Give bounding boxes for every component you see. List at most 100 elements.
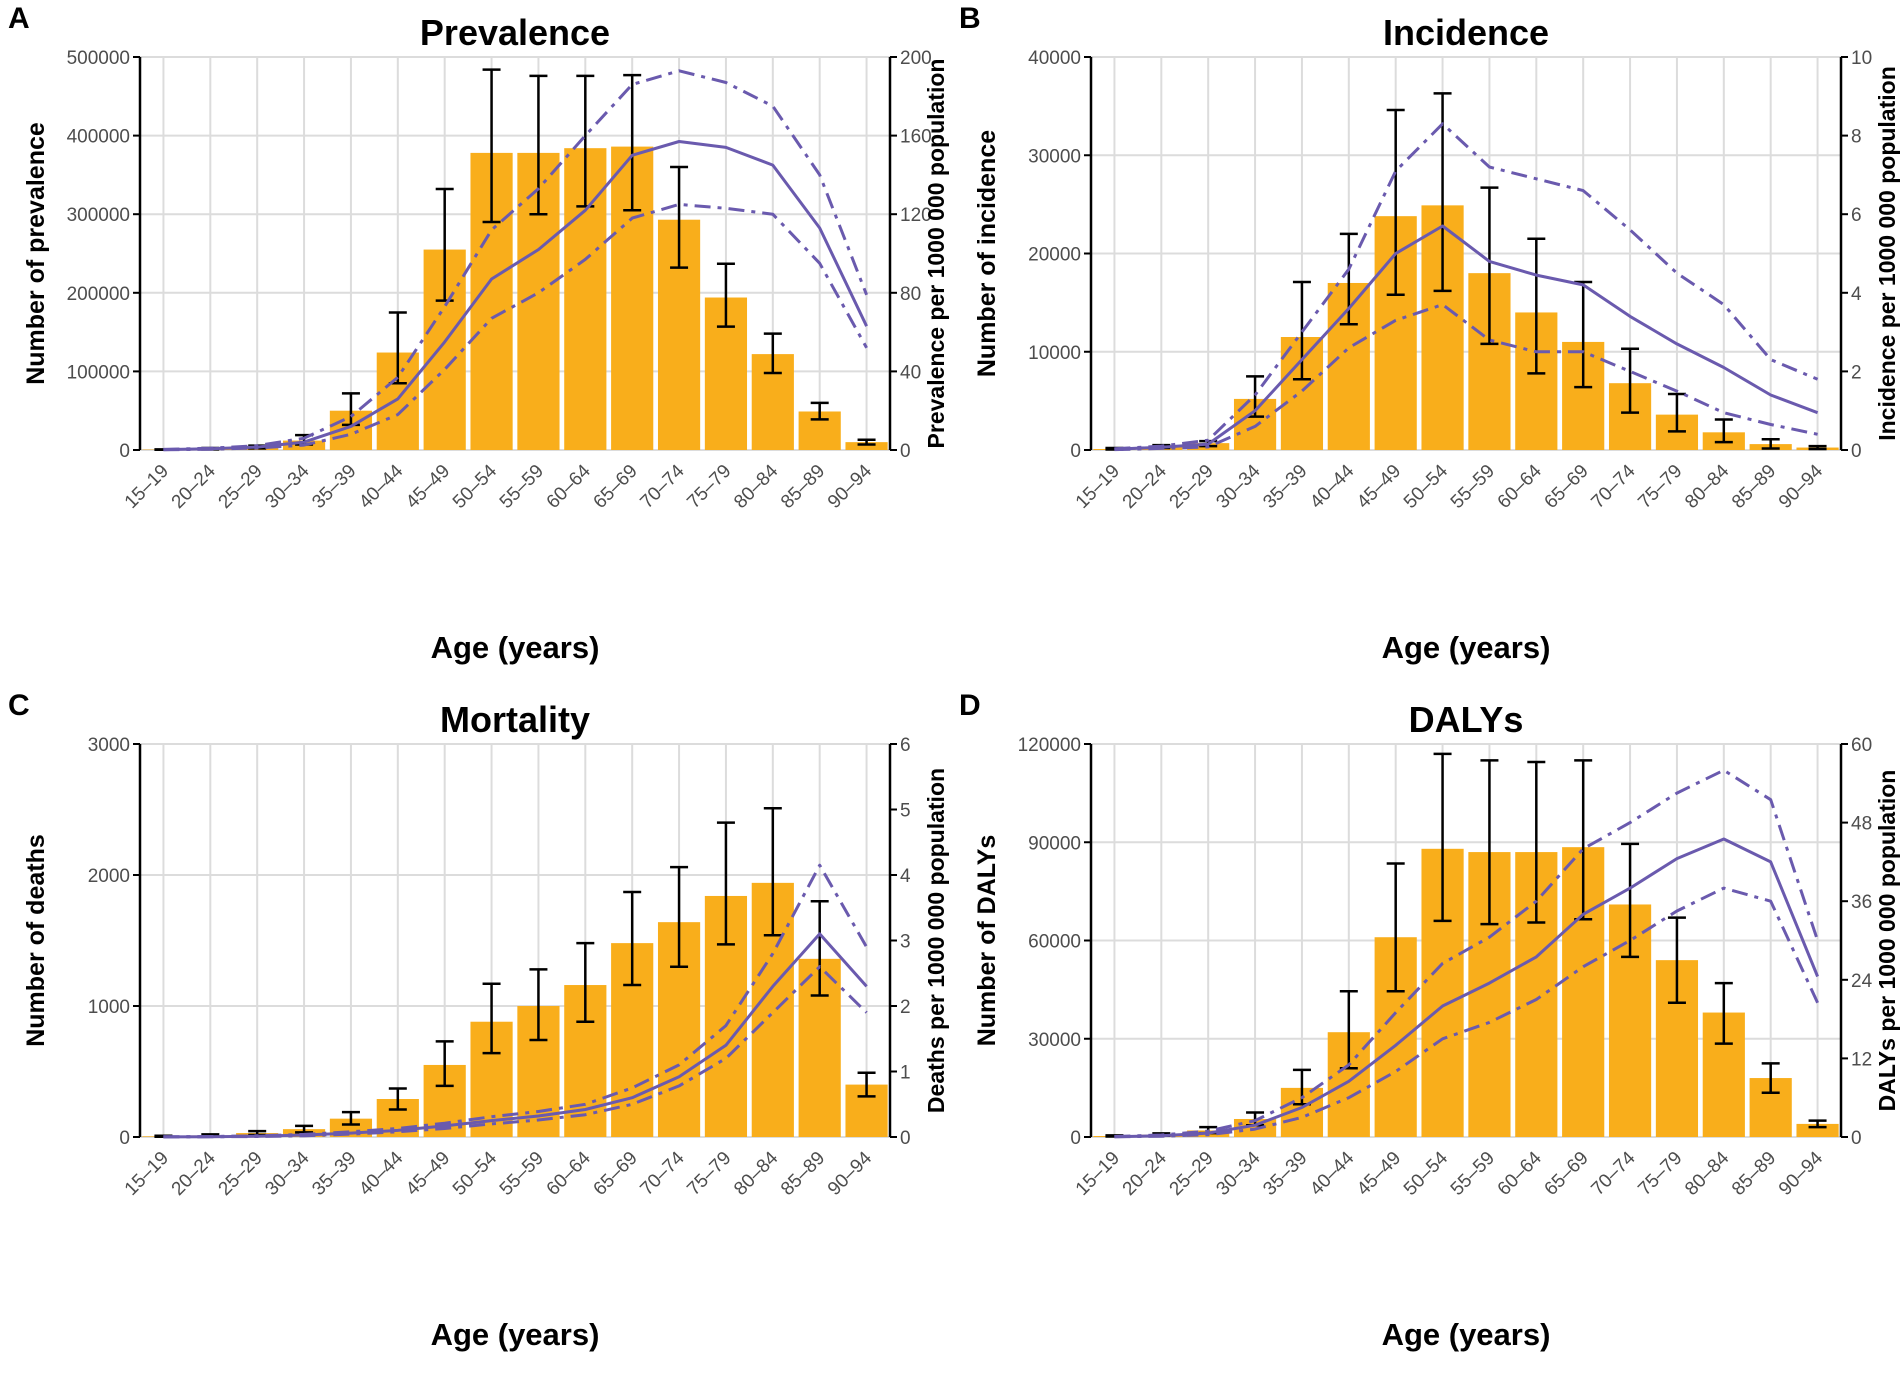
y-tick-label: 200000	[67, 284, 130, 305]
y-tick-label: 90000	[1028, 833, 1081, 854]
y-tick-label: 0	[119, 1128, 130, 1149]
x-tick-label: 40–44	[1306, 1147, 1359, 1200]
y2-tick-label: 6	[1851, 205, 1862, 226]
y-tick-label: 1000	[88, 997, 130, 1018]
x-axis-title: Age (years)	[1381, 630, 1551, 665]
y2-tick-label: 0	[900, 1128, 911, 1149]
y-tick-label: 120000	[1018, 735, 1081, 756]
panel-letter: D	[959, 689, 981, 722]
x-tick-label: 45–49	[1353, 1148, 1405, 1200]
x-tick-label: 50–54	[449, 1147, 502, 1200]
y2-tick-label: 4	[1851, 284, 1862, 305]
y-tick-label: 3000	[88, 735, 130, 756]
y-tick-label: 0	[1070, 1128, 1081, 1149]
panel-letter: B	[959, 2, 981, 35]
y-tick-label: 300000	[67, 205, 130, 226]
y2-tick-label: 2	[1851, 362, 1862, 383]
y2-tick-label: 10	[1851, 48, 1872, 69]
y-axis-title: Number of prevalence	[22, 122, 50, 385]
y2-tick-label: 80	[900, 284, 921, 305]
rate-ci-line	[1114, 303, 1818, 452]
x-tick-label: 85–89	[1728, 461, 1780, 513]
chart-title: Mortality	[439, 699, 590, 740]
y-tick-label: 0	[119, 441, 130, 462]
x-tick-label: 20–24	[1119, 1147, 1172, 1200]
x-axis-title: Age (years)	[430, 1317, 600, 1352]
x-tick-label: 55–59	[496, 461, 548, 513]
x-tick-label: 90–94	[824, 1147, 877, 1200]
x-tick-label: 15–19	[1072, 1148, 1124, 1200]
y2-tick-label: 120	[900, 205, 932, 226]
rate-line	[1114, 837, 1819, 1139]
x-tick-label: 40–44	[1306, 460, 1359, 513]
x-tick-label: 45–49	[402, 1148, 454, 1200]
x-tick-label: 50–54	[1400, 460, 1453, 513]
x-tick-label: 30–34	[261, 460, 314, 513]
y2-tick-label: 40	[900, 362, 921, 383]
x-tick-label: 55–59	[496, 1148, 548, 1200]
x-tick-label: 55–59	[1447, 1148, 1499, 1200]
panel-dalys: 0 30000 60000 90000 120000 0 12 24 36 48 60 15–19 20…	[951, 687, 1902, 1373]
chart-title: DALYs	[1408, 699, 1524, 740]
x-tick-label: 70–74	[636, 460, 689, 513]
y-tick-label: 30000	[1028, 146, 1081, 167]
y2-tick-label: 6	[900, 735, 911, 756]
x-tick-label: 15–19	[121, 1148, 173, 1200]
rate-ci-line	[163, 202, 868, 452]
dalys-chart: 0 30000 60000 90000 120000 0 12 24 36 48 60 15–1920…	[973, 735, 1900, 1200]
rate-ci-line	[163, 965, 868, 1139]
x-tick-label: 60–64	[543, 1147, 596, 1200]
x-axis-title: Age (years)	[1381, 1317, 1551, 1352]
x-tick-label: 65–69	[1541, 1148, 1593, 1200]
y2-tick-label: 160	[900, 127, 932, 148]
x-tick-label: 80–84	[1681, 1147, 1734, 1200]
y2-tick-label: 36	[1851, 892, 1872, 913]
x-tick-label: 65–69	[1541, 461, 1593, 513]
y-tick-label: 500000	[67, 48, 130, 69]
x-tick-label: 35–39	[308, 1148, 360, 1200]
x-tick-label: 60–64	[1494, 1147, 1547, 1200]
y2-tick-label: 0	[1851, 441, 1862, 462]
y2-tick-label: 3	[900, 932, 911, 953]
x-tick-label: 90–94	[1775, 460, 1828, 513]
y-axis-title: Number of incidence	[973, 130, 1001, 377]
x-tick-label: 90–94	[824, 460, 877, 513]
x-tick-label: 30–34	[1212, 1147, 1265, 1200]
x-tick-label: 35–39	[1259, 1148, 1311, 1200]
x-tick-label: 70–74	[1587, 460, 1640, 513]
rate-ci-line	[1114, 122, 1819, 451]
bar	[845, 442, 888, 450]
x-tick-label: 30–34	[261, 1147, 314, 1200]
y-tick-label: 0	[1070, 441, 1081, 462]
x-tick-label: 20–24	[1119, 460, 1172, 513]
y-axis-title: Number of DALYs	[973, 835, 1001, 1047]
x-tick-label: 50–54	[449, 460, 502, 513]
x-tick-label: 35–39	[1259, 461, 1311, 513]
y2-axis-title: DALYs per 1000 000 population	[1874, 770, 1900, 1112]
x-tick-label: 80–84	[730, 460, 783, 513]
y2-tick-label: 24	[1851, 971, 1873, 992]
panel-mortality: 0 1000 2000 3000 0 1 2 3 4 5 6 15–19 20–24 25–29 30–34…	[0, 687, 951, 1373]
x-tick-label: 45–49	[402, 461, 454, 513]
x-tick-label: 50–54	[1400, 1147, 1453, 1200]
x-tick-label: 85–89	[777, 461, 829, 513]
x-tick-label: 85–89	[777, 1148, 829, 1200]
rate-line	[1114, 224, 1819, 451]
x-tick-label: 15–19	[121, 461, 173, 513]
x-tick-label: 75–79	[1634, 461, 1686, 513]
y2-tick-label: 48	[1851, 814, 1872, 835]
x-tick-label: 55–59	[1447, 461, 1499, 513]
y-tick-label: 2000	[88, 866, 130, 887]
y-tick-label: 60000	[1028, 932, 1081, 953]
y2-tick-label: 200	[900, 48, 932, 69]
prevalence-chart: 0 100000 200000 300000 400000 500000 0 40 80 120 1…	[22, 48, 949, 513]
x-tick-label: 20–24	[168, 1147, 221, 1200]
x-tick-label: 70–74	[1587, 1147, 1640, 1200]
y2-tick-label: 8	[1851, 127, 1862, 148]
x-tick-label: 80–84	[730, 1147, 783, 1200]
x-tick-label: 40–44	[355, 460, 408, 513]
rate-line	[163, 140, 868, 452]
x-tick-label: 25–29	[215, 1148, 267, 1200]
y2-tick-label: 5	[900, 801, 911, 822]
x-tick-label: 70–74	[636, 1147, 689, 1200]
